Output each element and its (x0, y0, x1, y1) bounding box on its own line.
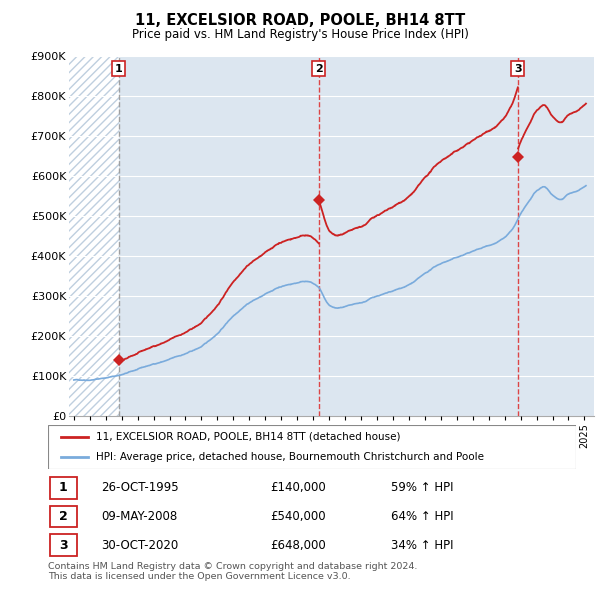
Text: 3: 3 (514, 64, 521, 74)
FancyBboxPatch shape (50, 535, 77, 556)
Bar (74, 56, 119, 416)
Text: 3: 3 (59, 539, 68, 552)
Bar (66, 56, 119, 416)
Text: 34% ↑ HPI: 34% ↑ HPI (391, 539, 454, 552)
Text: Price paid vs. HM Land Registry's House Price Index (HPI): Price paid vs. HM Land Registry's House … (131, 28, 469, 41)
Text: 30-OCT-2020: 30-OCT-2020 (101, 539, 178, 552)
Text: 1: 1 (115, 64, 122, 74)
Text: 2: 2 (315, 64, 323, 74)
Text: 1: 1 (59, 481, 68, 494)
Text: 11, EXCELSIOR ROAD, POOLE, BH14 8TT (detached house): 11, EXCELSIOR ROAD, POOLE, BH14 8TT (det… (95, 432, 400, 442)
Text: Contains HM Land Registry data © Crown copyright and database right 2024.
This d: Contains HM Land Registry data © Crown c… (48, 562, 418, 581)
Text: 64% ↑ HPI: 64% ↑ HPI (391, 510, 454, 523)
Text: £648,000: £648,000 (270, 539, 326, 552)
Text: HPI: Average price, detached house, Bournemouth Christchurch and Poole: HPI: Average price, detached house, Bour… (95, 452, 484, 462)
Text: 11, EXCELSIOR ROAD, POOLE, BH14 8TT: 11, EXCELSIOR ROAD, POOLE, BH14 8TT (135, 13, 465, 28)
Text: 26-OCT-1995: 26-OCT-1995 (101, 481, 178, 494)
Text: 09-MAY-2008: 09-MAY-2008 (101, 510, 177, 523)
FancyBboxPatch shape (50, 506, 77, 527)
Text: £140,000: £140,000 (270, 481, 326, 494)
FancyBboxPatch shape (48, 425, 576, 469)
Text: 59% ↑ HPI: 59% ↑ HPI (391, 481, 454, 494)
Text: 2: 2 (59, 510, 68, 523)
FancyBboxPatch shape (50, 477, 77, 499)
Text: £540,000: £540,000 (270, 510, 325, 523)
